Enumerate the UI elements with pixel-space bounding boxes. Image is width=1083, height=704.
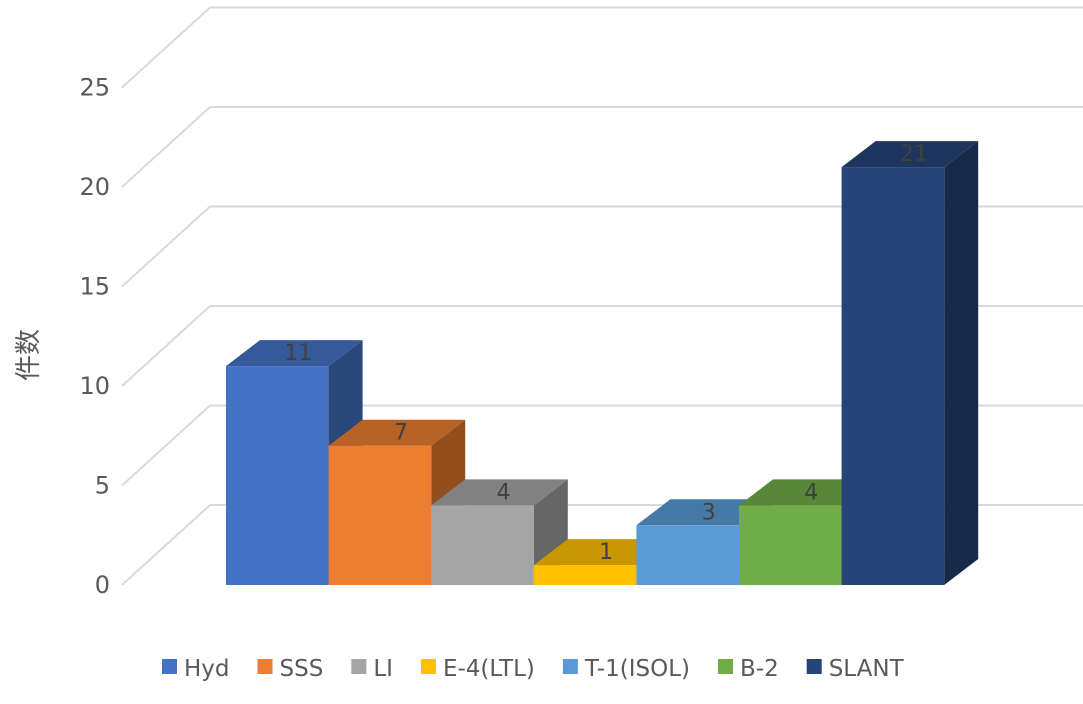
legend-label: SLANT <box>829 656 905 682</box>
legend-item: LI <box>351 656 393 682</box>
data-label: 3 <box>702 500 716 525</box>
bar-top <box>328 419 466 446</box>
gridline-side <box>121 6 211 89</box>
legend-swatch <box>806 659 822 674</box>
legend-swatch <box>257 659 273 674</box>
bar-slant <box>841 141 979 585</box>
bars <box>226 141 979 585</box>
bar-front <box>533 565 637 585</box>
gridline-side <box>121 205 211 288</box>
legend-swatch <box>351 659 367 674</box>
bar-top <box>841 141 979 168</box>
gridline-side <box>121 504 211 586</box>
bar-front <box>431 505 534 585</box>
y-axis-label: 件数 <box>14 329 44 381</box>
bar-top <box>431 479 568 506</box>
data-label: 4 <box>497 480 511 505</box>
legend-item: E-4(LTL) <box>420 656 535 682</box>
legend-item: SLANT <box>806 656 905 682</box>
bar-top <box>226 340 363 367</box>
data-label: 1 <box>599 540 613 565</box>
legend-item: T-1(ISOL) <box>562 656 690 682</box>
gridline-side <box>121 106 211 188</box>
legend-label: B-2 <box>740 656 779 682</box>
legend-label: T-1(ISOL) <box>584 656 690 682</box>
bar-front <box>841 167 945 585</box>
bar-b-2 <box>739 479 876 585</box>
data-label: 7 <box>394 421 408 446</box>
bar-front <box>328 445 432 585</box>
legend-swatch <box>162 659 177 674</box>
bar-top <box>533 539 671 566</box>
bar-front <box>636 525 739 585</box>
y-tick-label: 10 <box>79 372 110 400</box>
legend-label: Hyd <box>184 656 230 682</box>
legend-item: SSS <box>257 656 324 682</box>
y-tick-label: 0 <box>95 571 110 599</box>
bar-side <box>944 141 979 585</box>
legend-swatch <box>717 659 733 674</box>
y-axis-ticks: 0 5 10 15 20 25 <box>79 74 110 600</box>
legend-label: SSS <box>280 656 324 682</box>
legend-swatch <box>562 659 578 674</box>
data-label: 11 <box>284 341 312 366</box>
legend-item: B-2 <box>717 656 779 682</box>
legend-label: LI <box>373 656 393 682</box>
y-tick-label: 15 <box>79 273 110 301</box>
data-label: 21 <box>900 142 928 167</box>
gridline-side <box>121 404 211 487</box>
y-tick-label: 25 <box>79 74 110 102</box>
y-tick-label: 20 <box>79 173 110 201</box>
bar-front <box>739 505 842 585</box>
legend: Hyd SSS LI E-4(LTL) T-1(ISOL) B-2 SLANT <box>162 656 905 682</box>
legend-label: E-4(LTL) <box>443 656 535 682</box>
bar-top <box>739 479 876 506</box>
data-labels: 11 7 4 1 3 4 21 <box>284 142 928 565</box>
data-label: 4 <box>804 480 818 505</box>
legend-item: Hyd <box>162 656 230 682</box>
bar-front <box>226 366 329 585</box>
y-tick-label: 5 <box>95 472 110 500</box>
bar-top <box>636 499 773 526</box>
gridline-side <box>121 305 211 387</box>
legend-swatch <box>420 659 436 674</box>
bar-sss <box>328 419 466 585</box>
